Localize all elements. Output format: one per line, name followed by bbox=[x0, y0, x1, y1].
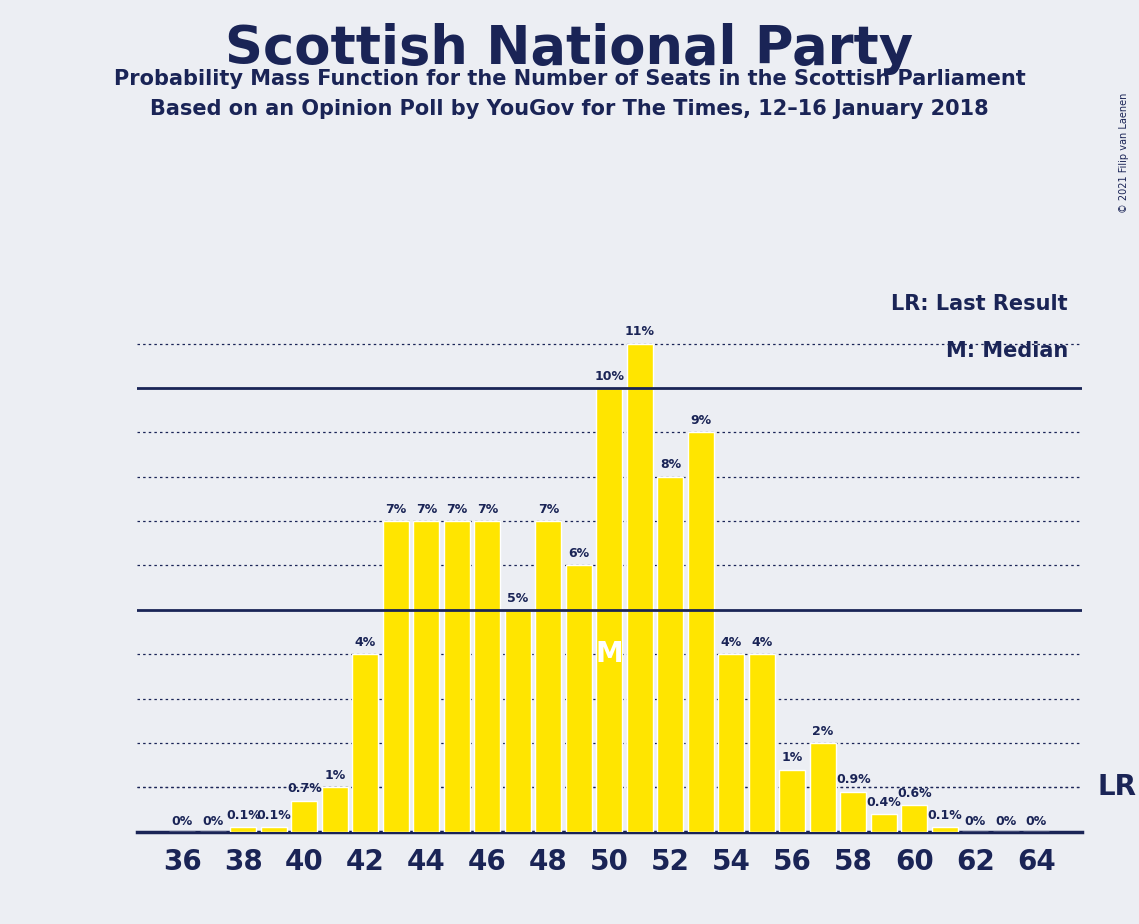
Text: 4%: 4% bbox=[354, 636, 376, 649]
Text: Based on an Opinion Poll by YouGov for The Times, 12–16 January 2018: Based on an Opinion Poll by YouGov for T… bbox=[150, 99, 989, 119]
Bar bbox=[383, 521, 409, 832]
Bar bbox=[566, 565, 592, 832]
Text: Probability Mass Function for the Number of Seats in the Scottish Parliament: Probability Mass Function for the Number… bbox=[114, 69, 1025, 90]
Text: 7%: 7% bbox=[477, 503, 498, 516]
Text: 0%: 0% bbox=[203, 815, 223, 828]
Bar bbox=[352, 654, 378, 832]
Text: 0%: 0% bbox=[172, 815, 192, 828]
Text: 8%: 8% bbox=[659, 458, 681, 471]
Bar bbox=[292, 800, 318, 832]
Bar bbox=[626, 344, 653, 832]
Text: M: Median: M: Median bbox=[945, 341, 1068, 361]
Bar bbox=[505, 610, 531, 832]
Text: 0%: 0% bbox=[1026, 815, 1047, 828]
Text: 7%: 7% bbox=[446, 503, 467, 516]
Bar bbox=[871, 814, 896, 832]
Text: 5%: 5% bbox=[507, 591, 528, 604]
Bar bbox=[901, 805, 927, 832]
Text: LR: LR bbox=[1097, 773, 1137, 801]
Bar bbox=[719, 654, 744, 832]
Text: Scottish National Party: Scottish National Party bbox=[226, 23, 913, 75]
Text: 0%: 0% bbox=[965, 815, 986, 828]
Bar bbox=[932, 827, 958, 832]
Bar bbox=[535, 521, 562, 832]
Text: 6%: 6% bbox=[568, 547, 589, 560]
Text: 4%: 4% bbox=[752, 636, 772, 649]
Bar bbox=[413, 521, 440, 832]
Bar bbox=[657, 477, 683, 832]
Text: 1%: 1% bbox=[325, 769, 345, 782]
Text: LR: Last Result: LR: Last Result bbox=[891, 294, 1068, 314]
Text: 4%: 4% bbox=[721, 636, 741, 649]
Bar bbox=[444, 521, 470, 832]
Text: 7%: 7% bbox=[538, 503, 559, 516]
Text: 11%: 11% bbox=[625, 325, 655, 338]
Bar bbox=[261, 827, 287, 832]
Bar bbox=[597, 388, 622, 832]
Bar bbox=[230, 827, 256, 832]
Text: 10%: 10% bbox=[595, 370, 624, 383]
Text: M: M bbox=[596, 640, 623, 668]
Text: 0.1%: 0.1% bbox=[226, 808, 261, 821]
Text: © 2021 Filip van Laenen: © 2021 Filip van Laenen bbox=[1120, 92, 1129, 213]
Text: 0%: 0% bbox=[995, 815, 1016, 828]
Text: 2%: 2% bbox=[812, 724, 834, 737]
Text: 0.1%: 0.1% bbox=[256, 808, 292, 821]
Text: 1%: 1% bbox=[781, 751, 803, 764]
Text: 0.4%: 0.4% bbox=[867, 796, 901, 808]
Bar bbox=[475, 521, 500, 832]
Bar bbox=[322, 787, 347, 832]
Bar bbox=[810, 743, 836, 832]
Text: 7%: 7% bbox=[385, 503, 407, 516]
Bar bbox=[748, 654, 775, 832]
Text: 0.9%: 0.9% bbox=[836, 773, 870, 786]
Text: 0.6%: 0.6% bbox=[898, 786, 932, 799]
Text: 7%: 7% bbox=[416, 503, 437, 516]
Bar bbox=[779, 770, 805, 832]
Text: 0.1%: 0.1% bbox=[927, 808, 962, 821]
Text: 9%: 9% bbox=[690, 414, 712, 427]
Text: 0.7%: 0.7% bbox=[287, 783, 322, 796]
Bar bbox=[841, 792, 867, 832]
Bar bbox=[688, 432, 714, 832]
